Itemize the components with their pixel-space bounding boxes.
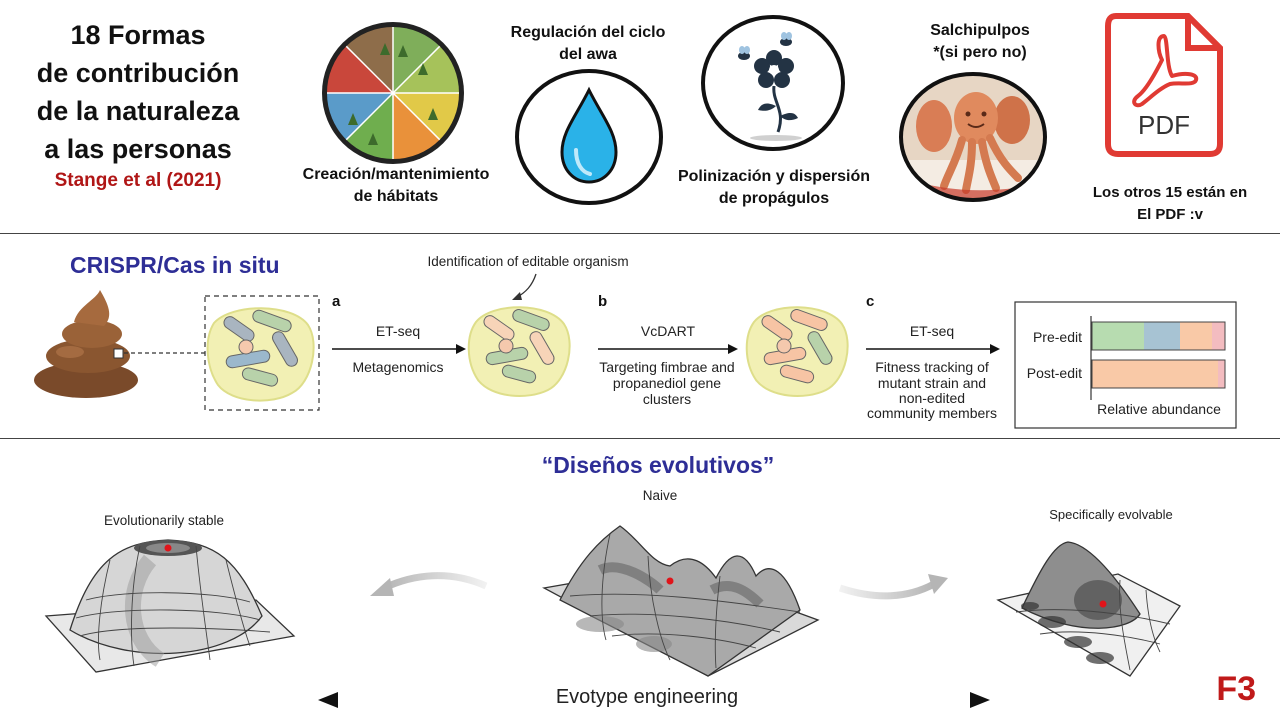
- pdf-file-icon[interactable]: PDF: [1104, 12, 1224, 158]
- microbial-community-3: [745, 306, 849, 397]
- label-line: de propágulos: [718, 190, 830, 207]
- specifically-evolvable-label: Specifically evolvable: [1049, 507, 1173, 522]
- poop-icon: [34, 290, 138, 398]
- title-line: a las personas: [44, 134, 232, 164]
- microbial-community-2: [467, 306, 571, 397]
- pre-edit-segment-1: [1092, 322, 1144, 350]
- label-line: de hábitats: [353, 188, 439, 205]
- title-line: de contribución: [36, 58, 240, 88]
- post-edit-segment-1: [1092, 360, 1218, 388]
- stable-landscape: [44, 539, 296, 673]
- sausage-octopus-photo: [899, 72, 1047, 202]
- title-line: 18 Formas: [70, 20, 206, 50]
- contribution-label-water: Regulación del ciclo del awa: [498, 22, 678, 66]
- microbial-community-1: [206, 307, 315, 402]
- step-a-letter: a: [332, 293, 341, 310]
- pre-edit-segment-4: [1212, 322, 1225, 350]
- water-drop-icon: [515, 69, 663, 205]
- step-b-bottom: Targeting fimbrae and: [599, 359, 734, 375]
- chart-xlabel: Relative abundance: [1097, 401, 1221, 417]
- label-line: *(si pero no): [933, 44, 1027, 61]
- label-line: del awa: [559, 46, 617, 63]
- label-line: Regulación del ciclo: [510, 24, 666, 41]
- contribution-label-pollination: Polinización y dispersión de propágulos: [668, 166, 880, 210]
- label-line: Salchipulpos: [930, 22, 1030, 39]
- pre-edit-segment-3: [1180, 322, 1212, 350]
- crispr-section-title: CRISPR/Cas in situ: [70, 252, 280, 278]
- citation: Stange et al (2021): [54, 170, 222, 191]
- editable-organism-annotation: Identification of editable organism: [427, 254, 628, 269]
- step-b-letter: b: [598, 293, 607, 310]
- contribution-label-salchipulpos: Salchipulpos *(si pero no): [900, 20, 1060, 64]
- step-c-bottom: Fitness tracking of: [875, 359, 989, 375]
- step-c-top: ET-seq: [910, 323, 954, 339]
- label-line: Polinización y dispersión: [677, 168, 871, 185]
- step-b-top: VcDART: [641, 323, 696, 339]
- habitat-wheel-icon: [322, 22, 464, 164]
- step-c-letter: c: [866, 293, 874, 310]
- step-c-bottom: non-edited: [899, 390, 965, 406]
- label-line: El PDF :v: [1137, 206, 1203, 223]
- post-edit-segment-2: [1218, 360, 1225, 388]
- pdf-note: Los otros 15 están en El PDF :v: [1080, 182, 1260, 226]
- evolutionarily-stable-label: Evolutionarily stable: [103, 513, 225, 528]
- step-c-bottom: mutant strain and: [878, 375, 986, 391]
- pdf-icon-text: PDF: [1138, 110, 1190, 140]
- step-a-bottom: Metagenomics: [352, 359, 443, 375]
- contribution-label-habitat: Creación/mantenimiento de hábitats: [290, 164, 502, 208]
- step-c-bottom: community members: [867, 405, 997, 421]
- flower-bees-icon: [701, 15, 845, 151]
- fitness-landscape-diagram: [44, 525, 1181, 708]
- step-b-bottom: propanediol gene: [613, 375, 721, 391]
- evo-section-title: “Diseños evolutivos”: [541, 452, 775, 478]
- row-label-pre-edit: Pre-edit: [1033, 329, 1082, 345]
- step-a-top: ET-seq: [376, 323, 420, 339]
- step-b-bottom: clusters: [643, 391, 691, 407]
- title-line: de la naturaleza: [36, 96, 240, 126]
- naive-landscape: [542, 525, 820, 677]
- label-line: Creación/mantenimiento: [302, 166, 490, 183]
- crispr-pipeline-diagram: a ET-seq Metagenomics Identification of …: [34, 254, 1237, 429]
- evolvable-landscape: [996, 541, 1181, 677]
- label-line: Los otros 15 están en: [1092, 184, 1248, 201]
- pre-edit-segment-2: [1144, 322, 1180, 350]
- naive-label: Naive: [642, 488, 678, 503]
- divider-top: [0, 233, 1280, 234]
- evotype-axis-label: Evotype engineering: [555, 686, 739, 708]
- row-label-post-edit: Post-edit: [1027, 365, 1082, 381]
- divider-middle: [0, 438, 1280, 439]
- slide-title: 18 Formas de contribución de la naturale…: [18, 16, 258, 168]
- slide-tag: F3: [1216, 670, 1256, 708]
